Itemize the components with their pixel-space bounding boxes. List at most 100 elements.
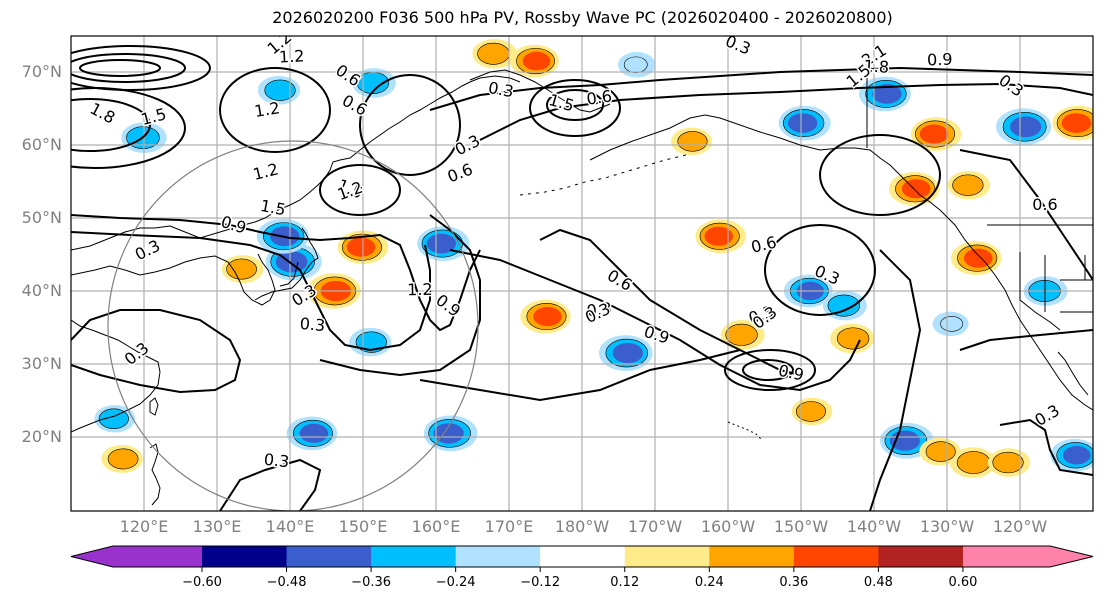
coastline-korea-china [71, 253, 276, 306]
pv-contour-subtropical-inner [742, 359, 794, 381]
anomaly-level [619, 346, 639, 360]
pv-contour-east-2 [869, 249, 922, 511]
pv-contour-central-pacific [764, 224, 876, 316]
longitude-label: 160°E [411, 517, 461, 536]
pv-contour-pacific-3 [419, 349, 741, 402]
colorbar [70, 545, 1094, 572]
pv-contour-east [959, 149, 1093, 281]
colorbar-tick-label: 0.24 [694, 575, 724, 590]
longitude-label: 150°W [773, 517, 829, 536]
anomaly-level [940, 316, 964, 332]
anomaly-level [1066, 117, 1085, 130]
anomaly-level [231, 262, 250, 276]
colorbar-tick-label: 0.48 [863, 575, 893, 590]
positive-pv-anomaly [695, 219, 746, 254]
anomaly-level [1017, 120, 1037, 134]
colorbar-segment [371, 546, 457, 567]
pv-contour-west-high [71, 87, 186, 169]
contour-label: 1.2 [279, 46, 305, 66]
anomaly-level [844, 331, 864, 346]
longitude-label: 120°W [992, 517, 1048, 536]
colorbar-segment [455, 546, 541, 567]
coastline-philippines [149, 443, 161, 506]
pv-contour-arctic-high-inner2 [79, 59, 161, 77]
contour-label: 0.3 [586, 299, 614, 321]
colorbar-segment [962, 546, 1093, 567]
anomaly-level [800, 405, 820, 418]
anomaly-level [351, 241, 369, 254]
colorbar-tick-label: −0.24 [435, 575, 476, 590]
anomaly-level [1069, 449, 1087, 461]
positive-pv-anomaly [947, 170, 991, 200]
gridlines [71, 36, 1093, 511]
colorbar-tick-label: 0.36 [779, 575, 809, 590]
negative-pv-anomaly [423, 415, 478, 452]
contour-label: 0.6 [585, 86, 613, 108]
anomaly-level [924, 128, 942, 140]
latitude-label: 20°N [21, 427, 62, 446]
latitude-label: 40°N [21, 281, 62, 300]
colorbar-segment [878, 546, 964, 567]
pv-contour-arctic-high-inner [71, 53, 186, 83]
positive-pv-anomaly [1052, 105, 1093, 141]
pv-contour-east-pacific [819, 134, 941, 216]
pv-contour-bering-inner [546, 89, 604, 121]
anomaly-level [539, 310, 558, 323]
anomaly-level [730, 328, 751, 342]
anomaly-level [529, 55, 547, 67]
plot-frame [70, 35, 1094, 512]
positive-pv-anomaly [671, 127, 712, 156]
positive-pv-anomaly [791, 397, 833, 426]
contour-label: 1.2 [407, 280, 433, 299]
pv-contour-trough [319, 214, 481, 377]
pv-contour-west-high-inner [71, 98, 151, 152]
chart-title: 2026020200 F036 500 hPa PV, Rossby Wave … [272, 8, 893, 27]
pv-contour-pacific-2 [539, 228, 801, 376]
longitude-label: 140°E [265, 517, 315, 536]
longitude-label: 160°W [700, 517, 756, 536]
anomaly-level [362, 335, 382, 349]
anomaly-level [431, 237, 450, 250]
longitude-label: 170°E [484, 517, 534, 536]
colorbar-outline [70, 545, 1094, 568]
pv-contour-kamchatka [319, 164, 401, 216]
reference-circle [107, 140, 479, 511]
positive-pv-anomaly [472, 38, 517, 69]
pv-contour-north-2 [479, 82, 1093, 141]
contour-label: 0.9 [927, 50, 953, 70]
negative-pv-anomaly [417, 226, 470, 261]
coastline-north-america-west [939, 209, 1093, 411]
longitude-label: 150°E [338, 517, 388, 536]
colorbar-segment [71, 546, 202, 567]
pv-contour-north-1 [429, 66, 1093, 111]
coastline-alaska [589, 114, 941, 211]
anomaly-level [306, 427, 324, 440]
pv-contour-bering [529, 79, 621, 137]
colorbar-segment [793, 546, 879, 567]
pv-contour-china-1 [71, 309, 242, 394]
positive-pv-anomaly [520, 299, 571, 334]
negative-pv-anomaly [822, 290, 867, 321]
colorbar-segment [540, 546, 626, 567]
pv-contour-pacific-1 [449, 249, 861, 392]
negative-pv-anomaly [599, 335, 653, 371]
anomaly-level [792, 117, 811, 130]
pv-contour-jet-2 [71, 231, 431, 352]
positive-pv-anomaly [830, 323, 875, 354]
positive-pv-anomaly [221, 255, 264, 284]
contour-label: 0.6 [1032, 195, 1057, 214]
latitude-label: 50°N [21, 208, 62, 227]
colorbar-segment [202, 546, 288, 567]
pv-contour-east-low [959, 329, 1093, 351]
positive-pv-anomaly [919, 437, 961, 466]
anomaly-level [684, 135, 703, 148]
border-us-states [1019, 252, 1093, 331]
anomaly-level [362, 76, 382, 90]
contour-label: 0.3 [299, 314, 326, 335]
pv-contour-jet-1 [71, 214, 481, 332]
positive-pv-anomaly [951, 241, 1002, 276]
longitude-label: 130°W [919, 517, 975, 536]
pv-contours [71, 45, 1093, 511]
anomaly-level [114, 452, 134, 466]
positive-pv-anomaly [910, 117, 962, 151]
